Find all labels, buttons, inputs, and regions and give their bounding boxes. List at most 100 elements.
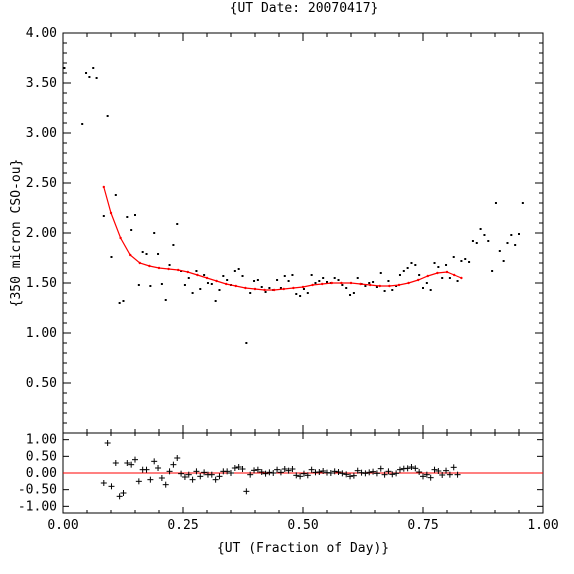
fit-point (282, 287, 285, 291)
data-point (445, 264, 448, 266)
x-axis: 0.00 0.25 0.50 0.75 1.00 (47, 33, 559, 533)
top-y-tick-label: 4.00 (26, 26, 57, 41)
fit-point (359, 282, 362, 286)
residual-point (370, 468, 377, 475)
residual-point (266, 469, 273, 476)
fit-point (460, 276, 463, 280)
data-point (494, 202, 497, 204)
data-point (441, 277, 444, 279)
residual-point (174, 455, 181, 461)
data-point (102, 215, 105, 217)
residual-point (320, 468, 327, 474)
data-point (387, 280, 390, 282)
data-point (92, 67, 95, 69)
residual-point (289, 466, 296, 472)
data-point (164, 299, 167, 301)
data-point (81, 123, 84, 125)
data-point (249, 292, 252, 294)
data-point (168, 264, 171, 266)
data-point (199, 288, 202, 290)
data-point (364, 285, 367, 287)
fit-point (177, 268, 180, 272)
residual-point (158, 475, 165, 481)
residual-point (373, 470, 380, 477)
fit-point (225, 282, 228, 286)
data-point (433, 262, 436, 264)
data-point (475, 242, 478, 244)
data-point (260, 286, 263, 288)
residual-point (143, 466, 150, 473)
residual-point (270, 470, 277, 476)
data-point (487, 240, 490, 242)
residual-point (112, 460, 119, 466)
x-tick-label: 0.00 (47, 518, 78, 533)
bottom-y-tick-label: 0.00 (26, 466, 57, 481)
residual-point (427, 474, 434, 481)
top-y-tick-label: 3.50 (26, 76, 57, 91)
residual-point (181, 474, 188, 480)
top-y-tick-label: 2.50 (26, 176, 57, 191)
residual-point (300, 470, 307, 477)
data-point (479, 228, 482, 230)
fit-point (138, 261, 141, 265)
fit-point (157, 266, 161, 270)
fit-point (186, 270, 189, 274)
residual-point (393, 470, 400, 477)
fit-curve (103, 186, 462, 291)
residual-point (132, 456, 138, 463)
residual-point (197, 473, 204, 480)
fit-point (215, 279, 218, 283)
top-y-tick-label: 1.50 (26, 276, 57, 291)
top-y-tick-label: 3.00 (26, 126, 57, 141)
residual-point (254, 466, 261, 473)
data-point (410, 262, 413, 264)
fit-point (129, 253, 132, 257)
data-point (176, 223, 179, 225)
data-point (437, 266, 440, 268)
residual-point (262, 470, 269, 477)
residual-point (347, 473, 354, 480)
fit-point (417, 278, 420, 282)
data-point (322, 277, 325, 279)
residual-point (354, 467, 361, 474)
data-point (341, 284, 344, 286)
residual-point (185, 471, 192, 478)
fit-point (369, 283, 372, 287)
data-point (291, 274, 294, 276)
data-point (276, 279, 279, 281)
data-point (237, 268, 240, 270)
fit-point (445, 270, 449, 274)
data-point (203, 274, 206, 276)
data-point (398, 274, 401, 276)
data-point (137, 284, 140, 286)
residual-point (277, 469, 284, 476)
data-points (63, 67, 524, 344)
data-point (506, 242, 509, 244)
fit-point (388, 284, 391, 288)
data-point (118, 302, 121, 304)
residual-point (316, 469, 323, 475)
bottom-y-tick-label: -0.50 (18, 483, 57, 498)
residual-point (235, 464, 242, 470)
residual-point (304, 472, 311, 479)
data-point (518, 233, 520, 235)
data-point (306, 292, 309, 294)
residual-point (216, 473, 223, 480)
residual-point (239, 466, 246, 472)
residual-point (412, 465, 419, 472)
residual-point (170, 461, 177, 468)
residual-point (381, 471, 388, 478)
fit-point (253, 287, 257, 291)
residual-point (416, 469, 423, 475)
fit-point (453, 273, 456, 277)
residual-point (420, 473, 426, 480)
data-point (448, 277, 451, 279)
fit-point (119, 236, 122, 240)
residual-point (293, 472, 300, 479)
chart-title: {UT Date: 20070417} (230, 1, 379, 16)
fit-point (349, 281, 353, 285)
data-point (406, 267, 409, 269)
data-point (172, 244, 175, 246)
fit-point (167, 267, 170, 271)
residual-point (443, 467, 450, 474)
